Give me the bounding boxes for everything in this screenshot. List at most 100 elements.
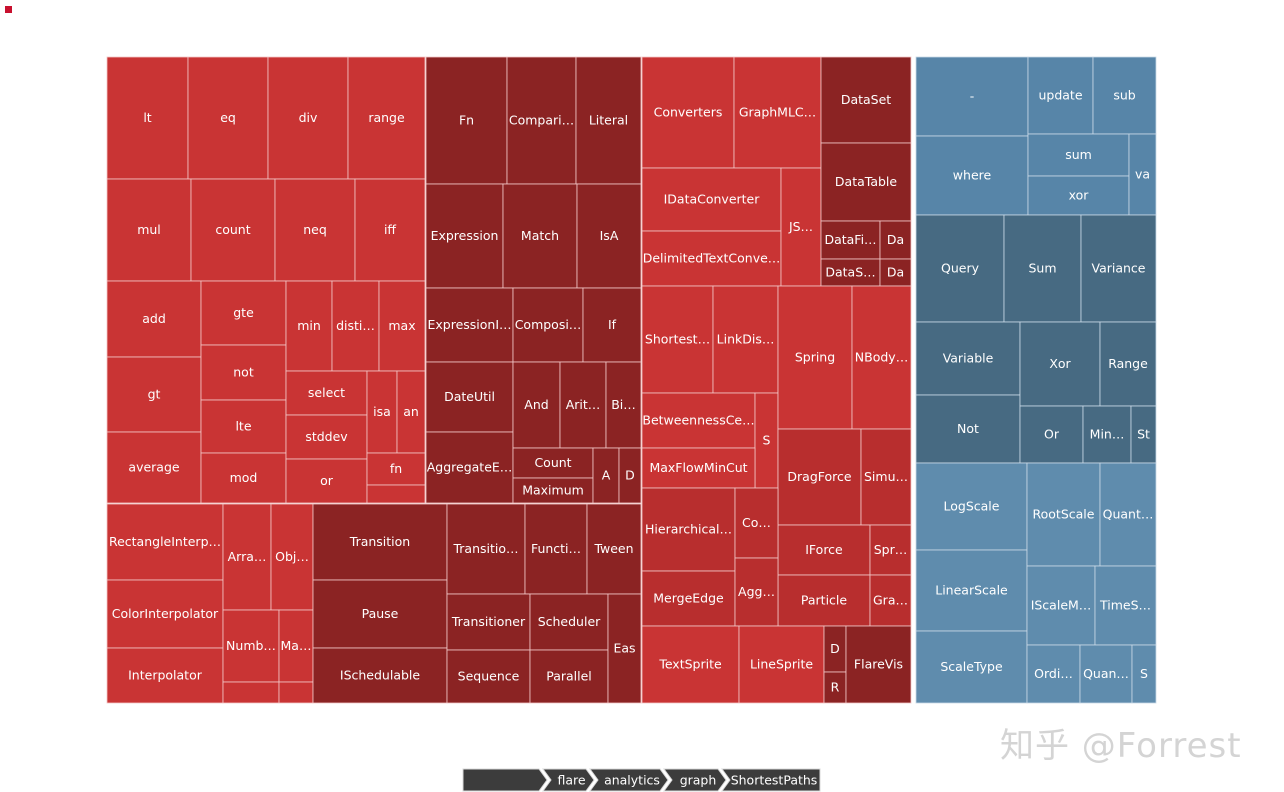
treemap-cell-numb[interactable]: Numb… [222, 609, 280, 683]
treemap-cell-rect[interactable] [200, 452, 287, 504]
treemap-cell-rect[interactable] [190, 178, 276, 282]
treemap-cell-blank[interactable] [366, 484, 426, 504]
treemap-cell-rect[interactable] [820, 258, 881, 287]
treemap-cell-rect[interactable] [915, 135, 1029, 216]
treemap-cell-rect[interactable] [777, 285, 853, 430]
treemap-cell-pause[interactable]: Pause [312, 579, 448, 649]
treemap-cell-converters[interactable]: Converters [641, 56, 735, 169]
treemap-cell-d[interactable]: D [618, 447, 642, 504]
treemap-cell-rect[interactable] [187, 56, 269, 180]
treemap-cell-spr[interactable]: Spr… [869, 524, 912, 576]
treemap-cell-compari[interactable]: Compari… [506, 56, 577, 185]
breadcrumb-segment[interactable] [462, 768, 548, 792]
treemap-cell-where[interactable]: where [915, 135, 1029, 216]
treemap-cell-rect[interactable] [860, 428, 912, 526]
treemap-cell-parallel[interactable]: Parallel [529, 649, 609, 704]
treemap-cell-rect[interactable] [267, 56, 349, 180]
treemap-cell-colorinterpolator[interactable]: ColorInterpolator [106, 579, 224, 649]
treemap-cell-sub[interactable]: sub [1092, 56, 1157, 135]
treemap-cell-rect[interactable] [502, 183, 578, 289]
treemap-cell-iff[interactable]: iff [354, 178, 426, 282]
treemap-cell-aggregatee[interactable]: AggregateE… [425, 431, 514, 504]
treemap-cell-and[interactable]: And [512, 361, 561, 449]
treemap-cell-rect[interactable] [777, 574, 871, 627]
treemap-cell-query[interactable]: Query [915, 214, 1005, 323]
breadcrumb-item-graph[interactable]: graph [663, 768, 727, 792]
treemap-cell-range[interactable]: Range [1099, 321, 1157, 407]
treemap-cell-rect[interactable] [879, 258, 912, 287]
treemap-cell-rect[interactable] [915, 321, 1021, 396]
treemap-cell-rect[interactable] [915, 56, 1029, 137]
treemap-cell-rect[interactable] [1019, 321, 1101, 407]
treemap-cell-particle[interactable]: Particle [777, 574, 871, 627]
treemap-cell-spring[interactable]: Spring [777, 285, 853, 430]
treemap-cell-s[interactable]: S [1131, 644, 1157, 704]
treemap-cell-delimitedtextconve[interactable]: DelimitedTextConve… [641, 230, 782, 287]
treemap-cell-or[interactable]: or [285, 458, 368, 504]
treemap-cell-rect[interactable] [285, 280, 333, 372]
treemap-cell-eq[interactable]: eq [187, 56, 269, 180]
treemap-cell-da[interactable]: Da [879, 258, 912, 287]
treemap-cell-isa[interactable]: IsA [576, 183, 642, 289]
treemap-cell-rect[interactable] [879, 220, 912, 260]
treemap-cell-rect[interactable] [641, 167, 782, 232]
treemap-cell-rect[interactable] [1131, 644, 1157, 704]
treemap-cell-tween[interactable]: Tween [586, 503, 642, 595]
treemap-cell-rect[interactable] [285, 370, 368, 416]
treemap-cell-rect[interactable] [200, 280, 287, 346]
treemap-cell-rect[interactable] [559, 361, 607, 449]
treemap-cell-rect[interactable] [425, 183, 504, 289]
treemap-cell-rect[interactable] [734, 487, 779, 559]
treemap-cell-ma[interactable]: Ma… [278, 609, 314, 683]
treemap-cell-composi[interactable]: Composi… [512, 287, 584, 363]
treemap-cell-rect[interactable] [1128, 133, 1157, 216]
treemap-cell-arra[interactable]: Arra… [222, 503, 272, 611]
treemap-cell-va[interactable]: va [1128, 133, 1157, 216]
treemap-cell-rect[interactable] [586, 503, 642, 595]
treemap-cell-rect[interactable] [592, 447, 620, 504]
treemap-cell-div[interactable]: div [267, 56, 349, 180]
treemap-cell-not[interactable]: Not [915, 394, 1021, 464]
treemap-cell-rect[interactable] [106, 579, 224, 649]
treemap-cell-sum[interactable]: sum [1027, 133, 1130, 177]
treemap-cell-iforce[interactable]: IForce [777, 524, 871, 576]
treemap-cell-lte[interactable]: lte [200, 399, 287, 454]
treemap-cell-simu[interactable]: Simu… [860, 428, 912, 526]
breadcrumb-segment[interactable] [721, 768, 821, 792]
treemap-cell-rect[interactable] [347, 56, 426, 180]
treemap-cell-rect[interactable] [738, 625, 825, 704]
treemap-cell-dataset[interactable]: DataSet [820, 56, 912, 144]
treemap-cell-variable[interactable]: Variable [915, 321, 1021, 396]
treemap-cell-maxflowmincut[interactable]: MaxFlowMinCut [641, 447, 756, 489]
breadcrumb-item-analytics[interactable]: analytics [589, 768, 669, 792]
treemap-cell-rect[interactable] [512, 477, 594, 504]
treemap-cell-rect[interactable] [915, 462, 1028, 551]
treemap-cell-a[interactable]: A [592, 447, 620, 504]
treemap-cell-rect[interactable] [915, 394, 1021, 464]
treemap-cell-ordi[interactable]: Ordi… [1026, 644, 1081, 704]
treemap-cell-datas[interactable]: DataS… [820, 258, 881, 287]
treemap-cell-rect[interactable] [845, 625, 912, 704]
treemap-cell-rect[interactable] [1003, 214, 1082, 323]
treemap-cell-xor[interactable]: Xor [1019, 321, 1101, 407]
treemap-cell-rect[interactable] [1094, 565, 1157, 646]
treemap-cell-rect[interactable] [331, 280, 380, 372]
treemap-cell-xor[interactable]: xor [1027, 175, 1130, 216]
treemap-cell-blank[interactable]: - [915, 56, 1029, 137]
treemap-cell-linesprite[interactable]: LineSprite [738, 625, 825, 704]
breadcrumb-item-shortestpaths[interactable]: ShortestPaths [721, 768, 821, 792]
treemap-cell-da[interactable]: Da [879, 220, 912, 260]
treemap-cell-rect[interactable] [278, 609, 314, 683]
treemap-cell-rect[interactable] [1027, 133, 1130, 177]
breadcrumb-item-flare[interactable]: flare [542, 768, 595, 792]
treemap-cell-rect[interactable] [1026, 565, 1096, 646]
treemap-cell-st[interactable]: St [1130, 405, 1157, 464]
treemap-cell-rectangleinterp[interactable]: RectangleInterp… [106, 503, 224, 581]
treemap-cell-rect[interactable] [641, 392, 756, 449]
treemap-cell-rect[interactable] [354, 178, 426, 282]
treemap-cell-rect[interactable] [712, 285, 779, 394]
treemap-cell-rect[interactable] [366, 452, 426, 486]
treemap-cell-rect[interactable] [106, 356, 202, 433]
treemap-cell-rect[interactable] [524, 503, 588, 595]
